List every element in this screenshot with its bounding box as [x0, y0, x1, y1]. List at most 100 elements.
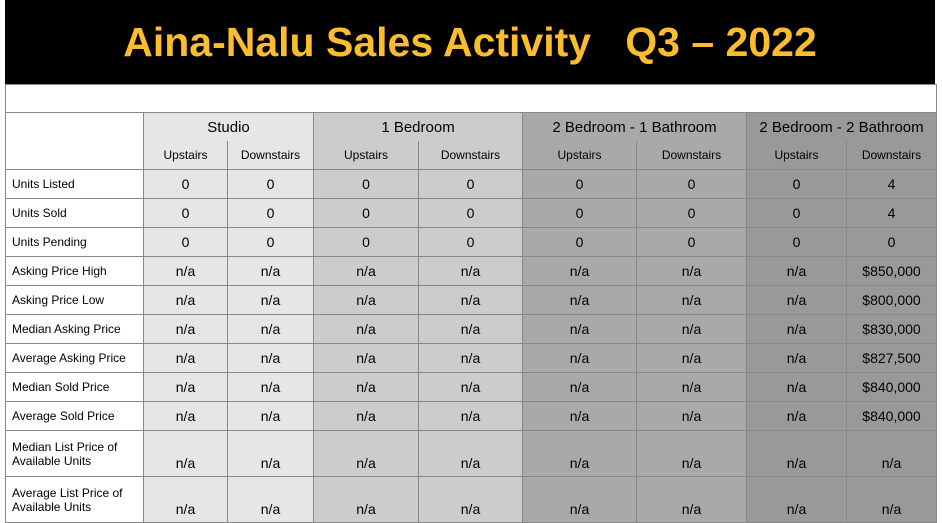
table-cell: 0 [636, 227, 747, 257]
group-header-2br2ba: 2 Bedroom - 2 Bathroom [745, 112, 938, 141]
group-header-1br: 1 Bedroom [313, 112, 523, 141]
table-cell: n/a [313, 372, 419, 402]
table-cell: 0 [522, 198, 637, 228]
table-cell: n/a [522, 476, 637, 523]
subheader-cell: Upstairs [746, 141, 847, 170]
table-cell: n/a [636, 430, 747, 477]
table-cell: $840,000 [845, 372, 938, 402]
table-row: Median List Price of Available Units n/a n… [5, 430, 938, 477]
table-cell: $827,500 [845, 343, 938, 373]
table-cell: n/a [227, 285, 314, 315]
table-cell: 0 [143, 169, 228, 199]
table-cell: n/a [746, 401, 847, 431]
table-cell: n/a [522, 430, 637, 477]
subheader-cell: Downstairs [636, 141, 747, 170]
table-cell: 0 [227, 198, 314, 228]
group-header-row: Studio 1 Bedroom 2 Bedroom - 1 Bathroom … [5, 112, 938, 141]
table-cell: 0 [522, 227, 637, 257]
table-cell: n/a [227, 314, 314, 344]
subheader-row: Upstairs Downstairs Upstairs Downstairs Upst… [5, 141, 938, 170]
table-cell: n/a [845, 430, 938, 477]
row-label: Asking Price Low [5, 285, 144, 315]
table-cell: n/a [746, 285, 847, 315]
table-cell: n/a [418, 343, 523, 373]
table-cell: n/a [522, 372, 637, 402]
table-cell: n/a [227, 372, 314, 402]
table-cell: n/a [143, 256, 228, 286]
corner-cell [5, 141, 144, 170]
table-cell: 0 [313, 198, 419, 228]
table-cell: 0 [746, 198, 847, 228]
table-cell: 0 [522, 169, 637, 199]
table-cell: n/a [636, 372, 747, 402]
table-cell: n/a [418, 372, 523, 402]
table-cell: 0 [746, 227, 847, 257]
subheader-cell: Upstairs [313, 141, 419, 170]
group-header-2br1ba: 2 Bedroom - 1 Bathroom [522, 112, 747, 141]
table-cell: n/a [143, 401, 228, 431]
table-cell: n/a [522, 343, 637, 373]
corner-cell [5, 112, 144, 141]
table-cell: n/a [636, 343, 747, 373]
table-cell: n/a [313, 476, 419, 523]
row-label: Median Asking Price [5, 314, 144, 344]
subheader-cell: Downstairs [227, 141, 314, 170]
sales-table: Studio 1 Bedroom 2 Bedroom - 1 Bathroom … [4, 84, 938, 523]
table-cell: n/a [746, 256, 847, 286]
table-cell: n/a [143, 343, 228, 373]
table-cell: n/a [313, 343, 419, 373]
row-label: Units Sold [5, 198, 144, 228]
blank-row [4, 84, 938, 113]
table-cell: 0 [636, 169, 747, 199]
table-cell: n/a [418, 314, 523, 344]
table-cell: n/a [418, 476, 523, 523]
table-cell: $840,000 [845, 401, 938, 431]
table-cell: n/a [636, 401, 747, 431]
table-cell: n/a [845, 476, 938, 523]
table-cell: n/a [418, 401, 523, 431]
table-cell: n/a [746, 430, 847, 477]
table-cell: n/a [418, 285, 523, 315]
table-row: Units Sold 0 0 0 0 0 0 0 4 [5, 198, 938, 228]
table-cell: 0 [418, 169, 523, 199]
table-cell: n/a [143, 372, 228, 402]
row-label: Units Listed [5, 169, 144, 199]
table-cell: n/a [636, 476, 747, 523]
row-label: Average Asking Price [5, 343, 144, 373]
table-row: Units Listed 0 0 0 0 0 0 0 4 [5, 169, 938, 199]
table-cell: $850,000 [845, 256, 938, 286]
row-label: Asking Price High [5, 256, 144, 286]
table-cell: n/a [227, 476, 314, 523]
table-cell: n/a [143, 430, 228, 477]
table-cell: 0 [313, 227, 419, 257]
table-cell: n/a [313, 256, 419, 286]
table-row: Asking Price High n/a n/a n/a n/a n/a n/a n/a $8… [5, 256, 938, 286]
table-cell: 4 [845, 169, 938, 199]
table-cell: n/a [143, 314, 228, 344]
row-label: Median Sold Price [5, 372, 144, 402]
table-cell: $800,000 [845, 285, 938, 315]
row-label: Median List Price of Available Units [5, 430, 144, 477]
table-cell: 0 [636, 198, 747, 228]
subheader-cell: Upstairs [143, 141, 228, 170]
table-cell: n/a [522, 401, 637, 431]
table-cell: n/a [227, 401, 314, 431]
table-cell: 0 [313, 169, 419, 199]
table-cell: n/a [746, 343, 847, 373]
table-row: Median Asking Price n/a n/a n/a n/a n/a n/a n/a… [5, 314, 938, 344]
table-cell: n/a [636, 285, 747, 315]
table-cell: 0 [227, 169, 314, 199]
row-label: Units Pending [5, 227, 144, 257]
table-cell: n/a [227, 343, 314, 373]
subheader-cell: Downstairs [418, 141, 523, 170]
subheader-cell: Downstairs [845, 141, 938, 170]
page-title: Aina-Nalu Sales Activity Q3 – 2022 [5, 0, 935, 84]
row-label: Average List Price of Available Units [5, 476, 144, 523]
table-cell: n/a [227, 430, 314, 477]
table-cell: 0 [143, 198, 228, 228]
table-cell: n/a [522, 256, 637, 286]
table-row: Average Sold Price n/a n/a n/a n/a n/a n/a n/a $… [5, 401, 938, 431]
table-cell: n/a [522, 285, 637, 315]
table-cell: n/a [313, 314, 419, 344]
row-label: Average Sold Price [5, 401, 144, 431]
